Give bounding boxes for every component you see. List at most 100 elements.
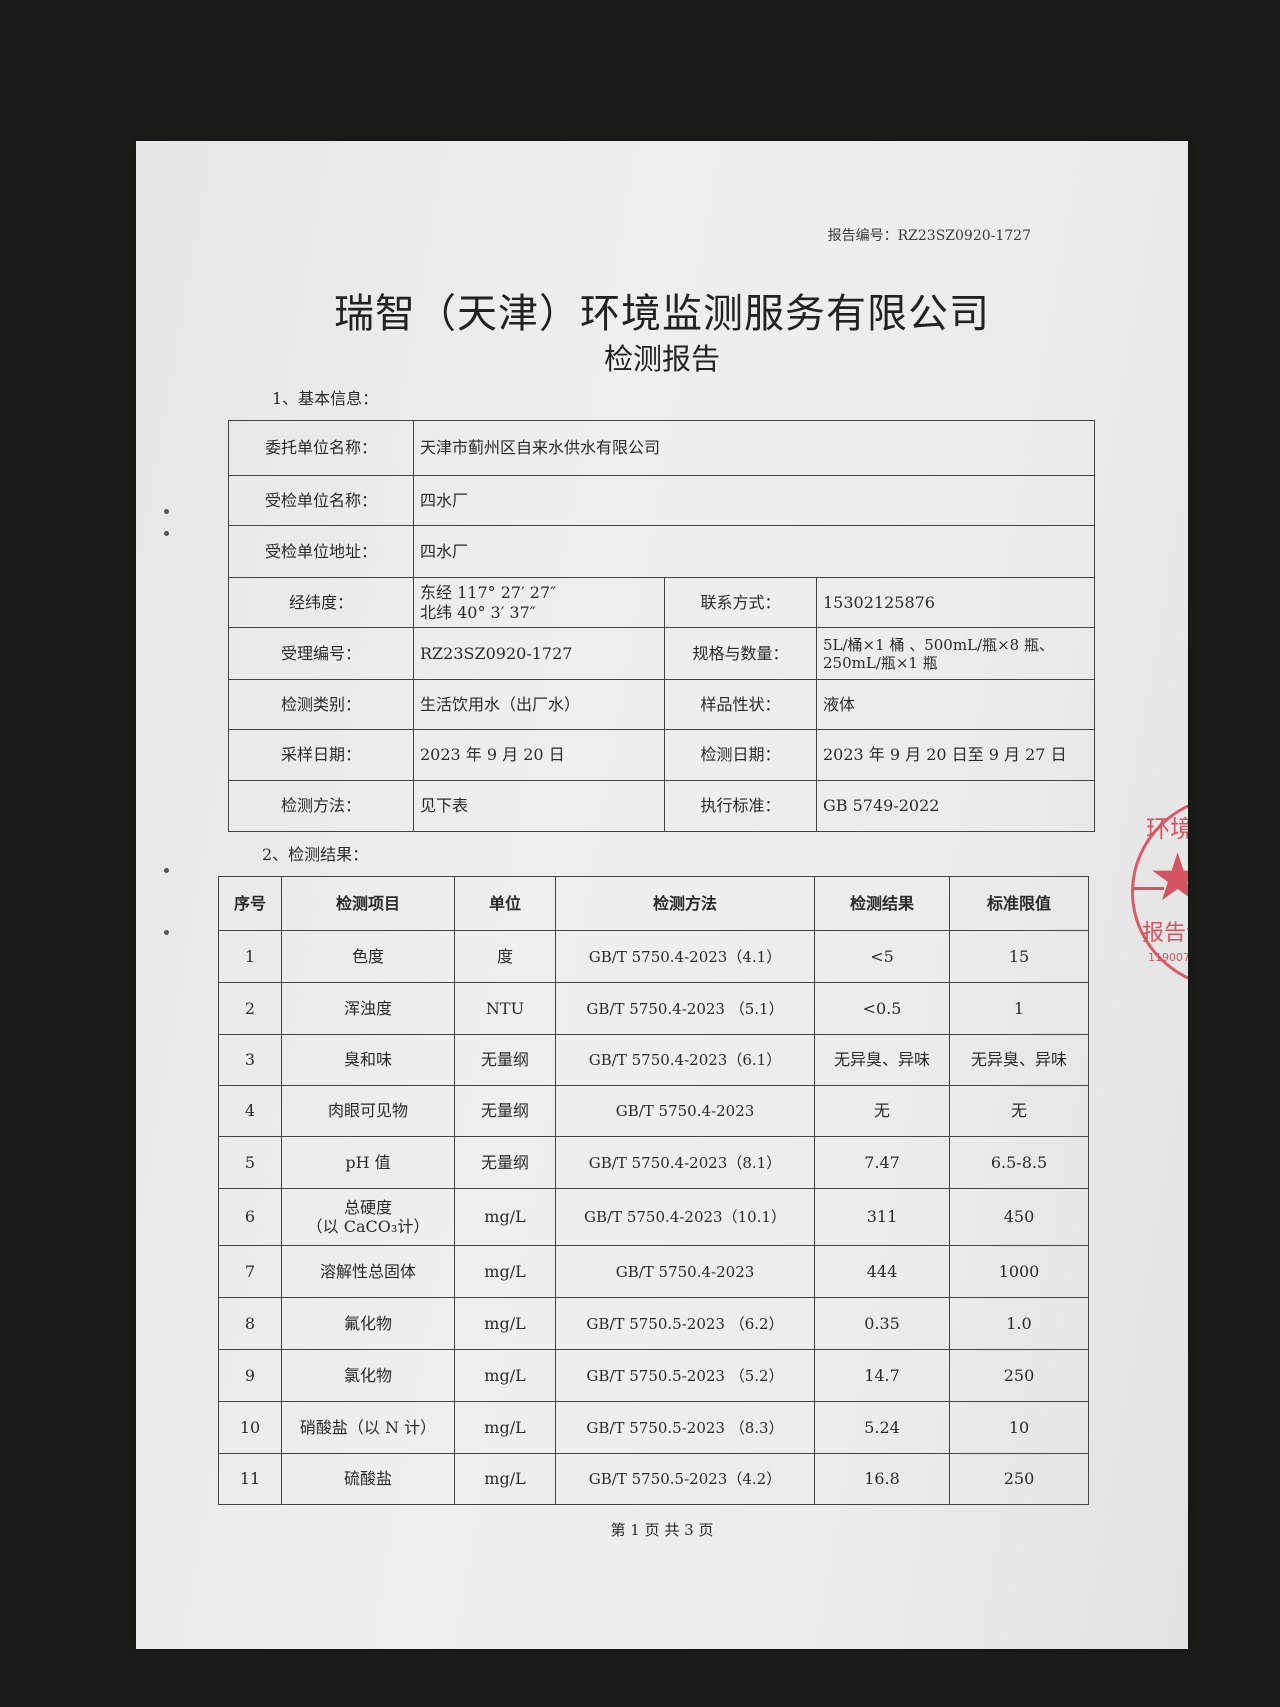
cell-unit: mg/L xyxy=(454,1245,556,1298)
cell-result: 444 xyxy=(814,1245,950,1298)
cell-unit: 度 xyxy=(454,930,556,983)
cell-seq: 1 xyxy=(218,930,282,983)
cell-limit: 1 xyxy=(949,982,1089,1035)
cell-seq: 9 xyxy=(218,1349,282,1402)
cell-item: 硝酸盐（以 N 计） xyxy=(281,1401,455,1454)
table-row: 1 色度度 GB/T 5750.4-2023（4.1） <5 15 xyxy=(218,930,1089,983)
report-page: 报告编号：RZ23SZ0920-1727 瑞智（天津）环境监测服务有限公司 检测… xyxy=(136,141,1188,1649)
page-number: 第 1 页 共 3 页 xyxy=(610,1521,714,1539)
cell-unit: 无量纲 xyxy=(454,1085,556,1137)
cell-limit: 无 xyxy=(949,1085,1089,1137)
cell-result: 311 xyxy=(814,1188,950,1246)
contact-value: 15302125876 xyxy=(815,577,1096,628)
cell-unit: mg/L xyxy=(454,1453,556,1505)
cell-item: 浑浊度 xyxy=(281,982,455,1035)
header-item: 检测项目 xyxy=(281,876,455,931)
coords-label: 经纬度： xyxy=(228,577,414,628)
cell-result: 14.7 xyxy=(814,1349,950,1402)
spec-label: 规格与数量： xyxy=(664,627,817,680)
spec-line: 5L/桶×1 桶 、500mL/瓶×8 瓶、 xyxy=(823,635,1054,654)
stamp-text: 环境监 xyxy=(1146,815,1188,843)
cell-seq: 4 xyxy=(218,1085,282,1137)
binding-hole xyxy=(164,930,169,935)
cell-result: <0.5 xyxy=(814,982,950,1035)
header-method: 检测方法 xyxy=(555,876,815,931)
stamp-text: 报告专 xyxy=(1142,921,1188,946)
cell-item: pH 值 xyxy=(281,1136,455,1189)
cell-limit: 6.5-8.5 xyxy=(949,1136,1089,1189)
cell-method: GB/T 5750.4-2023（8.1） xyxy=(555,1136,815,1189)
category-label: 检测类别： xyxy=(228,679,414,730)
cell-method: GB/T 5750.4-2023 xyxy=(555,1085,815,1137)
cell-method: GB/T 5750.5-2023 （8.3） xyxy=(555,1401,815,1454)
cell-item: 色度 xyxy=(281,930,455,983)
accept-no-label: 受理编号： xyxy=(228,627,414,680)
cell-item: 溶解性总固体 xyxy=(281,1245,455,1298)
cell-limit: 250 xyxy=(949,1349,1089,1402)
basic-info-table: 委托单位名称： 天津市蓟州区自来水供水有限公司 受检单位名称： 四水厂 受检单位地址… xyxy=(228,420,1096,832)
cell-item: 硫酸盐 xyxy=(281,1453,455,1505)
stamp-code: 119007 xyxy=(1148,951,1188,964)
header-limit: 标准限值 xyxy=(949,876,1089,931)
client-value: 天津市蓟州区自来水供水有限公司 xyxy=(412,420,1096,476)
spec-line: 250mL/瓶×1 瓶 xyxy=(823,653,938,672)
cell-method: GB/T 5750.5-2023 （5.2） xyxy=(555,1349,815,1402)
cell-item: 肉眼可见物 xyxy=(281,1085,455,1137)
cell-limit: 无异臭、异味 xyxy=(949,1034,1089,1086)
cell-seq: 2 xyxy=(218,982,282,1035)
cell-seq: 8 xyxy=(218,1297,282,1350)
test-date-value: 2023 年 9 月 20 日至 9 月 27 日 xyxy=(815,729,1096,781)
table-row: 10 硝酸盐（以 N 计） mg/L GB/T 5750.5-2023 （8.3） 5.… xyxy=(218,1401,1089,1454)
cell-method: GB/T 5750.5-2023（4.2） xyxy=(555,1453,815,1505)
section-basic-info-heading: 1、基本信息： xyxy=(272,389,379,408)
cell-method: GB/T 5750.4-2023（6.1） xyxy=(555,1034,815,1086)
table-row: 3 臭和味 无量纲 GB/T 5750.4-2023（6.1） 无异臭、异味 无异臭、异味 xyxy=(218,1034,1089,1086)
star-icon: ★ xyxy=(1148,839,1188,916)
cell-result: 5.24 xyxy=(814,1401,950,1454)
address-value: 四水厂 xyxy=(412,525,1096,578)
client-label: 委托单位名称： xyxy=(228,420,414,476)
cell-result: <5 xyxy=(814,930,950,983)
cell-seq: 3 xyxy=(218,1034,282,1086)
inspected-value: 四水厂 xyxy=(412,475,1096,526)
binding-hole xyxy=(164,509,169,514)
cell-result: 7.47 xyxy=(814,1136,950,1189)
table-row: 9 氯化物 mg/L GB/T 5750.5-2023 （5.2） 14.7 250 xyxy=(218,1349,1089,1402)
cell-unit: mg/L xyxy=(454,1401,556,1454)
accept-no-value: RZ23SZ0920-1727 xyxy=(413,627,665,680)
section-results-heading: 2、检测结果： xyxy=(262,845,369,864)
binding-hole xyxy=(164,531,169,536)
cell-limit: 1.0 xyxy=(949,1297,1089,1350)
longitude: 东经 117° 27′ 27″ xyxy=(420,583,557,603)
sampling-date-value: 2023 年 9 月 20 日 xyxy=(413,729,665,781)
cell-unit: mg/L xyxy=(454,1349,556,1402)
report-subtitle: 检测报告 xyxy=(603,342,720,376)
spec-value: 5L/桶×1 桶 、500mL/瓶×8 瓶、 250mL/瓶×1 瓶 xyxy=(815,627,1096,680)
stamp-bar xyxy=(1134,887,1164,890)
category-value: 生活饮用水（出厂水） xyxy=(413,679,665,730)
cell-result: 0.35 xyxy=(814,1297,950,1350)
results-header-row: 序号 检测项目 单位 检测方法 检测结果 标准限值 xyxy=(218,876,1089,931)
cell-limit: 250 xyxy=(949,1453,1089,1505)
method-label: 检测方法： xyxy=(228,780,414,832)
cell-limit: 10 xyxy=(949,1401,1089,1454)
company-title: 瑞智（天津）环境监测服务有限公司 xyxy=(334,291,990,337)
cell-unit: 无量纲 xyxy=(454,1136,556,1189)
cell-item: 氯化物 xyxy=(281,1349,455,1402)
binding-hole xyxy=(164,868,169,873)
test-date-label: 检测日期： xyxy=(664,729,817,781)
cell-method: GB/T 5750.4-2023（10.1） xyxy=(555,1188,815,1246)
table-row: 7 溶解性总固体 mg/L GB/T 5750.4-2023 444 1000 xyxy=(218,1245,1089,1298)
contact-label: 联系方式： xyxy=(664,577,817,628)
table-row: 4 肉眼可见物 无量纲 GB/T 5750.4-2023 无无 xyxy=(218,1085,1089,1137)
address-label: 受检单位地址： xyxy=(228,525,414,578)
cell-limit: 1000 xyxy=(949,1245,1089,1298)
table-row: 8 氟化物 mg/L GB/T 5750.5-2023 （6.2） 0.35 1.0 xyxy=(218,1297,1089,1350)
cell-seq: 5 xyxy=(218,1136,282,1189)
coords-value: 东经 117° 27′ 27″ 北纬 40° 3′ 37″ xyxy=(413,577,665,628)
cell-item: 氟化物 xyxy=(281,1297,455,1350)
sample-state-value: 液体 xyxy=(815,679,1096,730)
cell-result: 无 xyxy=(814,1085,950,1137)
table-row: 2 浑浊度 NTU GB/T 5750.4-2023 （5.1） <0.5 1 xyxy=(218,982,1089,1035)
official-seal-stamp: 环境监 ★ 报告专 119007 xyxy=(1131,794,1188,990)
